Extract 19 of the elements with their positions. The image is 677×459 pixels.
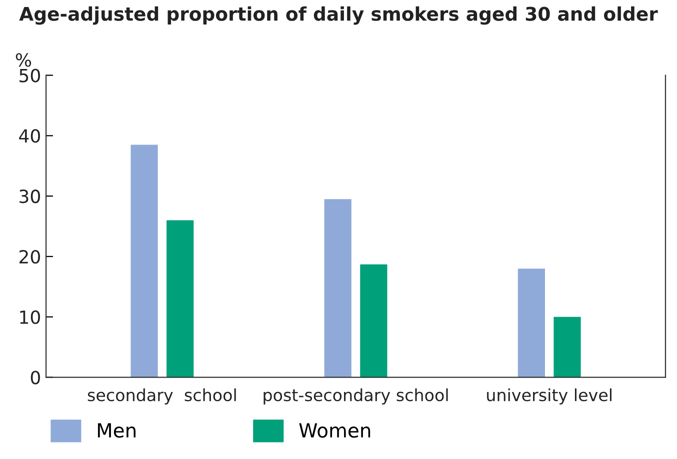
y-tick-label: 10 [20, 310, 40, 324]
bar [166, 220, 194, 378]
chart-title: Age-adjusted proportion of daily smokers aged 30 and older [19, 6, 658, 25]
y-tick-label: 20 [20, 250, 40, 264]
legend-label: Women [299, 423, 370, 438]
bar [130, 144, 158, 378]
x-tick-label: secondary school [88, 388, 236, 405]
bar [518, 268, 545, 378]
y-tick-label: 30 [20, 190, 40, 204]
x-tick-label: university level [487, 388, 612, 405]
y-axis-title: % [16, 53, 32, 67]
bar [360, 264, 388, 378]
bar [324, 199, 352, 378]
bar [554, 316, 581, 378]
y-tick-label: 40 [19, 129, 40, 143]
y-tick-label: 50 [20, 68, 40, 82]
y-tick-label: 0 [30, 370, 40, 384]
x-tick-label: post-secondary school [264, 388, 448, 405]
legend-label: Men [98, 423, 136, 438]
